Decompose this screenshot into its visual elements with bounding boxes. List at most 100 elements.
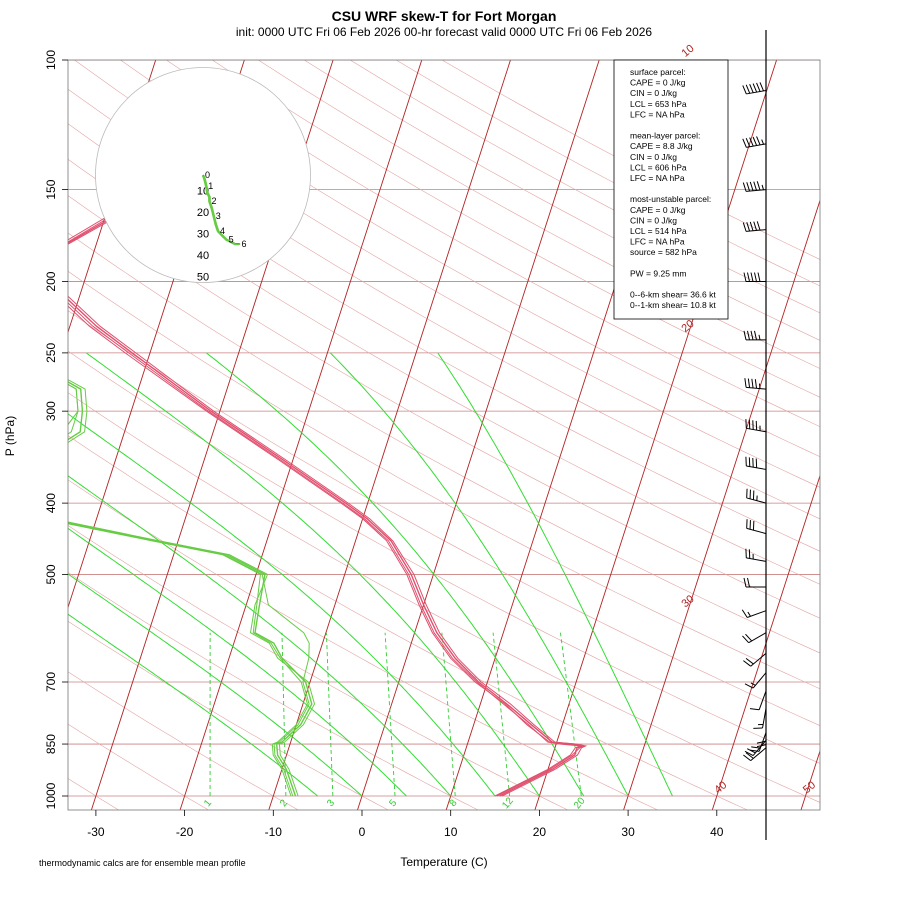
dry-adiabat-line [68,232,820,654]
dry-adiabat-line [68,123,820,552]
dry-adiabat-line [68,723,210,810]
hodograph-ring-label: 50 [197,272,209,284]
parcel-info-line: 0--1-km shear= 10.8 kt [630,300,716,310]
wind-barb [743,330,766,341]
moist-adiabat-line [68,527,407,797]
dry-adiabat-line [68,270,820,690]
temperature-profile-line [68,90,581,797]
moist-adiabat-line [437,352,673,797]
mixing-ratio-label: 3 [325,797,337,809]
parcel-info-line: CIN = 0 J/kg [630,88,677,98]
parcel-info-line: LFC = NA hPa [630,237,685,247]
sounding-profiles [68,90,588,797]
dewpoint-profile-line [68,383,308,797]
mixing-ratio-label: 12 [500,795,516,811]
mixing-ratio-line [384,632,396,797]
dry-adiabat-line [166,60,820,427]
x-tick-label: 10 [444,825,458,839]
wind-barbs [741,30,767,840]
mixing-ratio-label: 5 [387,797,399,809]
isotherm-label: 10 [680,43,697,60]
wind-barb [743,577,766,588]
y-axis-label: P (hPa) [3,416,17,456]
wind-barb [746,519,767,535]
wind-barb [743,272,766,283]
parcel-info-line: CAPE = 0 J/kg [630,205,686,215]
dewpoint-profile-line [68,381,313,797]
mixing-ratio-line [281,632,287,797]
x-tick-label: 0 [359,825,366,839]
moist-adiabat-line [68,475,452,797]
chart-title: CSU WRF skew-T for Fort Morgan [332,8,557,24]
y-tick-label: 500 [44,564,58,584]
y-tick-label: 1000 [44,782,58,809]
hodograph-ring-label: 40 [197,250,209,262]
dry-adiabat-line [68,195,820,619]
isotherm-label: 40 [712,779,729,796]
y-tick-label: 150 [44,179,58,199]
isotherm-label: 50 [801,779,818,796]
hodograph-height-label: 3 [216,211,221,221]
hodograph-height-label: 4 [220,226,225,236]
parcel-info-line: LCL = 514 hPa [630,226,687,236]
moist-adiabat-line [68,573,363,797]
wind-barb [744,378,767,390]
axes: 123581220-1001020304050-30-20-1001020304… [44,43,818,839]
dry-adiabat-line [68,479,659,810]
moist-adiabat-line [68,613,318,797]
hodograph-height-label: 5 [229,235,234,245]
y-tick-label: 300 [44,401,58,421]
dry-adiabat-line [212,60,820,398]
mixing-ratio-label: 20 [572,795,588,811]
wind-barb [742,136,767,148]
dry-adiabat-line [120,60,820,458]
isotherm-label: 20 [680,318,697,335]
x-tick-label: 40 [710,825,724,839]
moist-adiabat-line [329,352,629,797]
x-tick-label: -30 [87,825,105,839]
wind-barb [742,181,767,192]
wind-barb [743,652,767,667]
parcel-info-line: 0--6-km shear= 36.6 kt [630,290,716,300]
hodograph-height-label: 6 [242,239,247,249]
parcel-info-line: CIN = 0 J/kg [630,215,677,225]
isotherm-line [623,199,820,810]
mixing-ratio-line [492,632,511,797]
wind-barb [741,609,767,618]
hodograph-trace [201,175,240,246]
parcel-info-line: most-unstable parcel: [630,194,711,204]
isotherm-label: 30 [680,593,697,610]
parcel-info-line: mean-layer parcel: [630,131,700,141]
wind-barb [745,456,767,470]
dry-adiabat-line [258,60,820,369]
parcel-info-line: CIN = 0 J/kg [630,152,677,162]
hodograph-ring-label: 30 [197,229,209,241]
wind-barb [745,419,767,433]
hodograph-height-label: 1 [208,181,213,191]
dry-adiabat-line [68,158,820,585]
dry-adiabat-line [68,350,820,764]
mixing-ratio-line [325,632,334,797]
isotherm-line [800,749,820,810]
y-tick-label: 100 [44,50,58,70]
isotherm-line [534,60,778,810]
mixing-ratio-line [560,632,582,797]
x-tick-label: 30 [621,825,635,839]
wind-barb [742,632,767,644]
x-tick-label: 20 [533,825,547,839]
parcel-info-line: PW = 9.25 mm [630,268,686,278]
dry-adiabat-line [68,392,820,803]
hodograph-height-label: 0 [205,170,210,180]
x-axis-label: Temperature (C) [400,855,487,869]
isotherm-line [889,44,900,812]
isotherm-line [711,474,820,810]
wind-barb [744,672,767,689]
isotherm-line [357,60,600,810]
y-tick-label: 400 [44,493,58,513]
hodograph-height-label: 2 [211,196,216,206]
y-tick-label: 700 [44,672,58,692]
temperature-profile-line [68,90,588,797]
